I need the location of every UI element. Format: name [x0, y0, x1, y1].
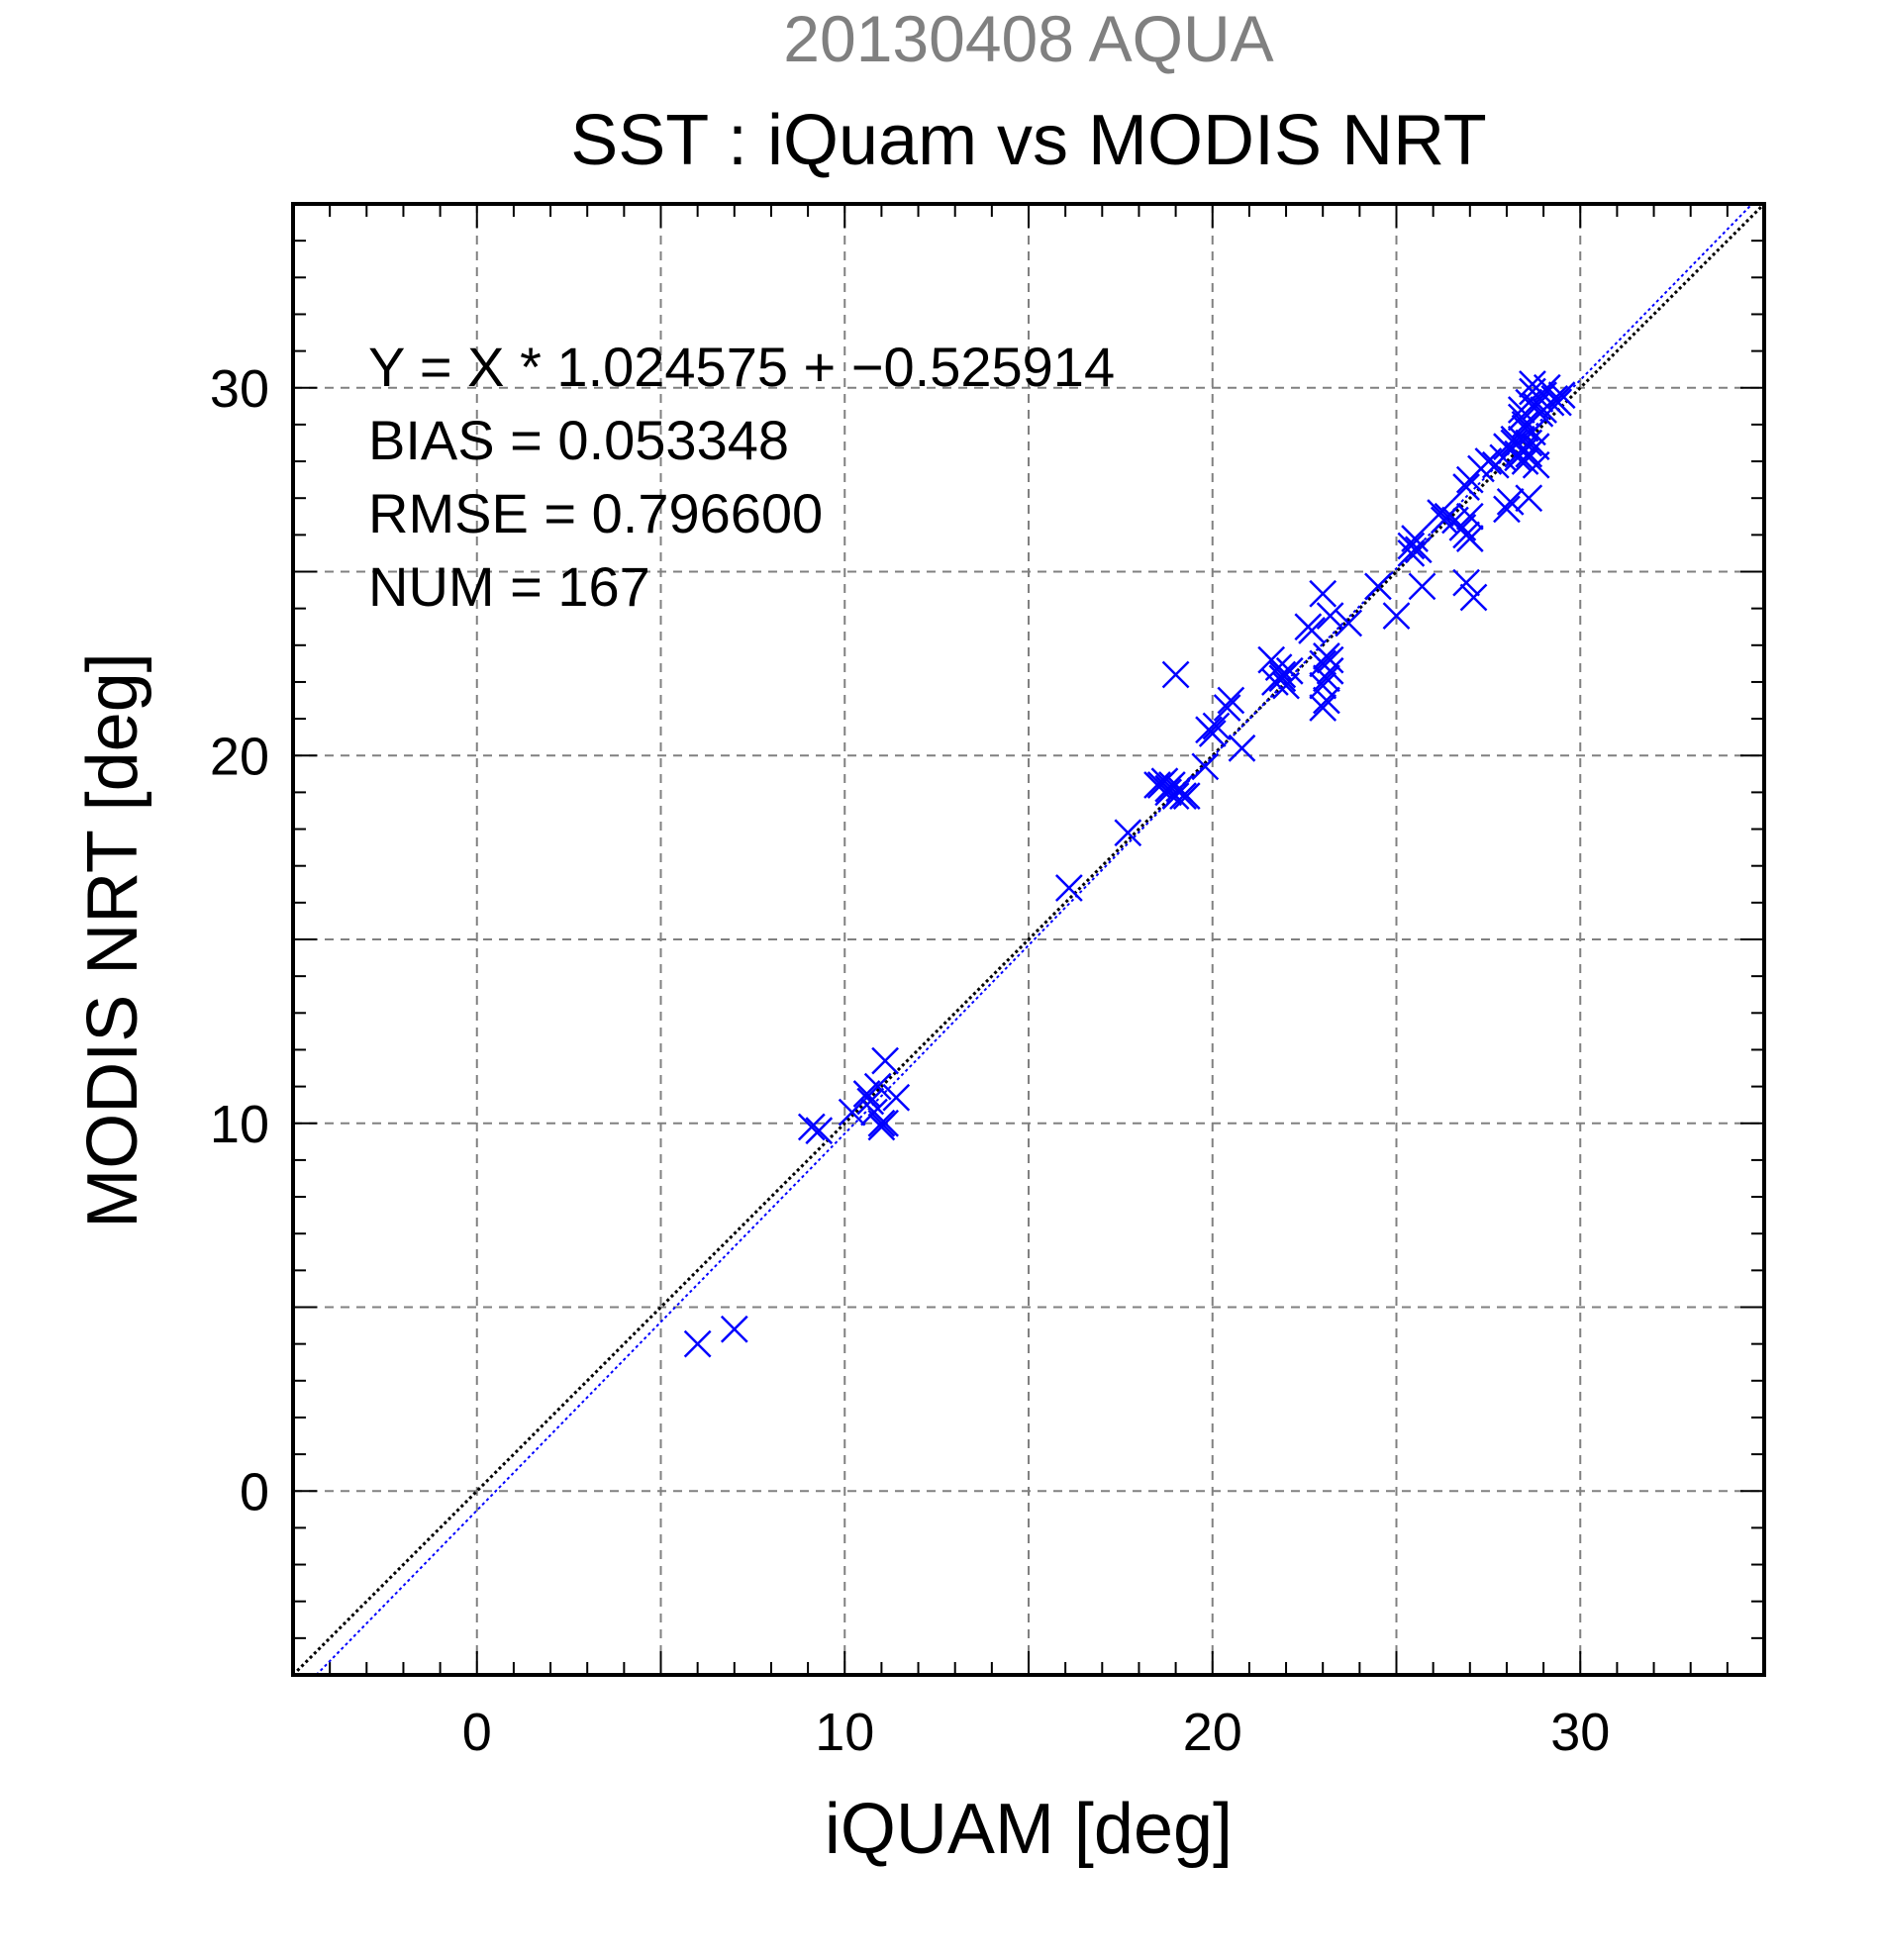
data-point: [1202, 712, 1231, 740]
data-point: [882, 1083, 911, 1112]
data-point: [1493, 495, 1521, 524]
data-point: [1298, 617, 1326, 644]
date-label: 20130408 AQUA: [783, 2, 1273, 75]
x-tick-label: 30: [1550, 1703, 1610, 1762]
y-axis-label: MODIS NRT [deg]: [73, 652, 152, 1228]
data-point: [1455, 525, 1484, 552]
data-point: [1504, 443, 1532, 472]
data-point: [1316, 602, 1344, 630]
minor-ticks: [293, 204, 1764, 1675]
data-point: [1054, 874, 1083, 902]
data-point: [1511, 414, 1539, 442]
x-tick-label: 20: [1183, 1703, 1242, 1762]
tick-labels: 0 10 20 30 0 10 20 30: [210, 359, 1610, 1762]
data-point: [1275, 656, 1304, 685]
y-tick-label: 10: [210, 1095, 269, 1154]
data-point: [1547, 381, 1576, 410]
data-point: [1397, 532, 1426, 560]
data-point: [1408, 572, 1436, 601]
data-point: [1397, 539, 1426, 567]
data-point: [1522, 433, 1550, 461]
data-point: [1154, 778, 1183, 807]
data-point: [1313, 686, 1340, 715]
data-point: [863, 1072, 892, 1101]
data-point: [871, 1046, 899, 1075]
data-point: [856, 1087, 885, 1116]
data-point: [1191, 752, 1220, 781]
num-label: NUM = 167: [368, 555, 650, 618]
y-tick-label: 30: [210, 359, 269, 419]
y-tick-label: 0: [240, 1462, 269, 1521]
data-point: [1335, 609, 1363, 637]
data-point: [683, 1329, 712, 1358]
regression-equation: Y = X * 1.024575 + −0.525914: [368, 336, 1115, 398]
data-point: [1507, 396, 1535, 424]
data-point: [1459, 583, 1488, 612]
x-tick-label: 0: [462, 1703, 492, 1762]
data-point: [1452, 568, 1480, 597]
data-point: [1519, 370, 1546, 398]
data-point: [1544, 388, 1572, 417]
data-point: [1496, 488, 1525, 516]
data-point: [1511, 447, 1539, 475]
data-point: [1150, 767, 1179, 796]
data-point: [1172, 782, 1201, 810]
data-point: [1114, 819, 1142, 847]
data-point: [797, 1113, 826, 1141]
data-point: [1382, 602, 1411, 630]
data-point: [1316, 656, 1344, 685]
data-point: [1404, 536, 1433, 564]
data-points: [683, 370, 1576, 1358]
data-point: [805, 1117, 834, 1145]
x-tick-label: 10: [815, 1703, 874, 1762]
data-point: [1268, 660, 1297, 689]
data-point: [1455, 502, 1484, 531]
data-point: [838, 1098, 866, 1127]
data-point: [1452, 473, 1480, 501]
data-point: [1228, 734, 1256, 762]
data-point: [1309, 694, 1337, 722]
rmse-label: RMSE = 0.796600: [368, 482, 823, 544]
data-point: [1161, 782, 1190, 810]
data-point: [1264, 653, 1293, 681]
y-tick-label: 20: [210, 727, 269, 786]
data-point: [1309, 579, 1337, 608]
stats-box: Y = X * 1.024575 + −0.525914 BIAS = 0.05…: [368, 336, 1115, 618]
data-point: [867, 1109, 896, 1137]
data-point: [1515, 484, 1543, 513]
data-point: [1316, 645, 1344, 674]
one-to-one-line: [291, 202, 1766, 1677]
x-axis-label: iQUAM [deg]: [825, 1790, 1233, 1869]
data-point: [1427, 499, 1454, 527]
data-point: [1198, 720, 1227, 747]
data-point: [1313, 664, 1340, 693]
data-point: [720, 1315, 748, 1343]
data-point: [1364, 572, 1392, 601]
data-point: [1213, 694, 1241, 722]
chart-title: SST : iQuam vs MODIS NRT: [570, 101, 1487, 180]
plot-frame: [291, 202, 1766, 1677]
bias-label: BIAS = 0.053348: [368, 409, 789, 471]
grid-lines: [293, 204, 1764, 1675]
data-point: [871, 1109, 899, 1137]
data-point: [1161, 660, 1190, 689]
data-point: [1217, 686, 1245, 715]
